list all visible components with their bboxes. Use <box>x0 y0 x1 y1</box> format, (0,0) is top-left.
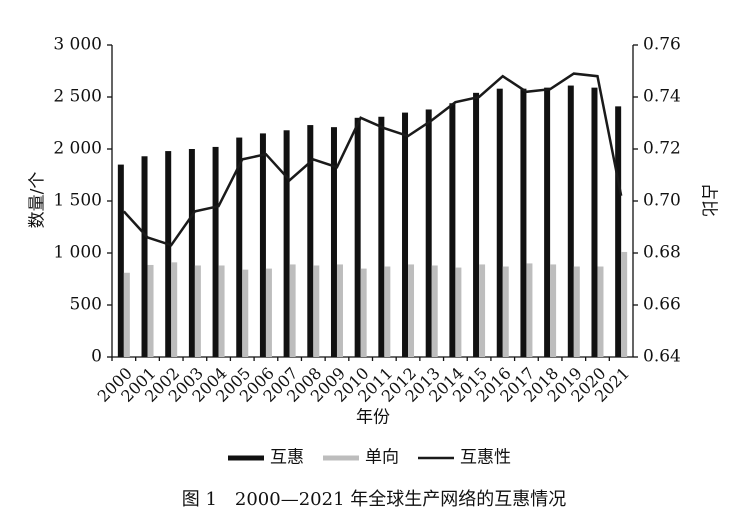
bar <box>520 88 527 358</box>
bar <box>141 156 148 357</box>
bar <box>307 125 314 357</box>
y2-tick-label: 0.76 <box>643 35 681 55</box>
bar <box>171 262 178 357</box>
bar <box>313 265 320 357</box>
bar <box>259 133 266 357</box>
y-tick-label: 0 <box>91 347 102 367</box>
bar <box>544 87 551 357</box>
bar <box>194 265 201 357</box>
y-axis-label: 数量/个 <box>28 172 48 229</box>
bar <box>591 87 598 357</box>
bar <box>473 92 480 357</box>
bar <box>384 266 391 357</box>
bar <box>573 266 580 357</box>
y2-tick-label: 0.74 <box>643 87 681 107</box>
bar <box>336 264 343 357</box>
bar <box>449 103 456 358</box>
bar <box>218 265 225 357</box>
bar <box>550 264 557 357</box>
y-tick-label: 2 000 <box>53 139 102 159</box>
bar <box>378 116 385 357</box>
bar <box>402 112 409 357</box>
bar <box>360 268 367 357</box>
bar <box>165 151 172 357</box>
y2-axis-label: 占比 <box>699 183 719 217</box>
y2-tick-label: 0.72 <box>643 139 681 159</box>
y2-tick-label: 0.68 <box>643 243 681 263</box>
bar <box>123 272 130 357</box>
bar <box>408 264 415 357</box>
legend-label: 互惠 <box>270 448 304 468</box>
bar <box>147 264 154 357</box>
bar <box>283 130 290 357</box>
y-tick-label: 1 000 <box>53 243 102 263</box>
bar <box>526 263 533 357</box>
y-tick-label: 1 500 <box>53 191 102 211</box>
bar <box>265 268 272 357</box>
caption: 图 1 2000—2021 年全球生产网络的互惠情况 <box>182 489 567 510</box>
bar <box>242 269 249 357</box>
bar <box>425 109 432 357</box>
y-tick-label: 3 000 <box>53 35 102 55</box>
bar <box>236 137 243 357</box>
x-axis-label: 年份 <box>356 408 390 428</box>
legend-label: 互惠性 <box>460 448 511 468</box>
bar <box>431 265 438 357</box>
y-tick-label: 500 <box>70 295 102 315</box>
bar <box>496 88 503 358</box>
bar <box>479 264 486 357</box>
line <box>122 72 623 247</box>
y2-tick-label: 0.70 <box>643 191 681 211</box>
bar <box>455 267 462 357</box>
bar <box>212 146 219 357</box>
bar <box>354 117 361 357</box>
bar <box>502 266 509 357</box>
bar <box>330 127 337 357</box>
y-tick-label: 2 500 <box>53 87 102 107</box>
y2-tick-label: 0.66 <box>643 295 681 315</box>
bar <box>597 266 604 357</box>
legend-label: 单向 <box>365 448 399 468</box>
bar <box>117 164 124 357</box>
bar <box>289 264 296 357</box>
bar <box>567 85 574 357</box>
bar <box>188 149 195 357</box>
bar <box>621 251 628 357</box>
bar <box>615 106 622 357</box>
y2-tick-label: 0.64 <box>643 347 681 367</box>
